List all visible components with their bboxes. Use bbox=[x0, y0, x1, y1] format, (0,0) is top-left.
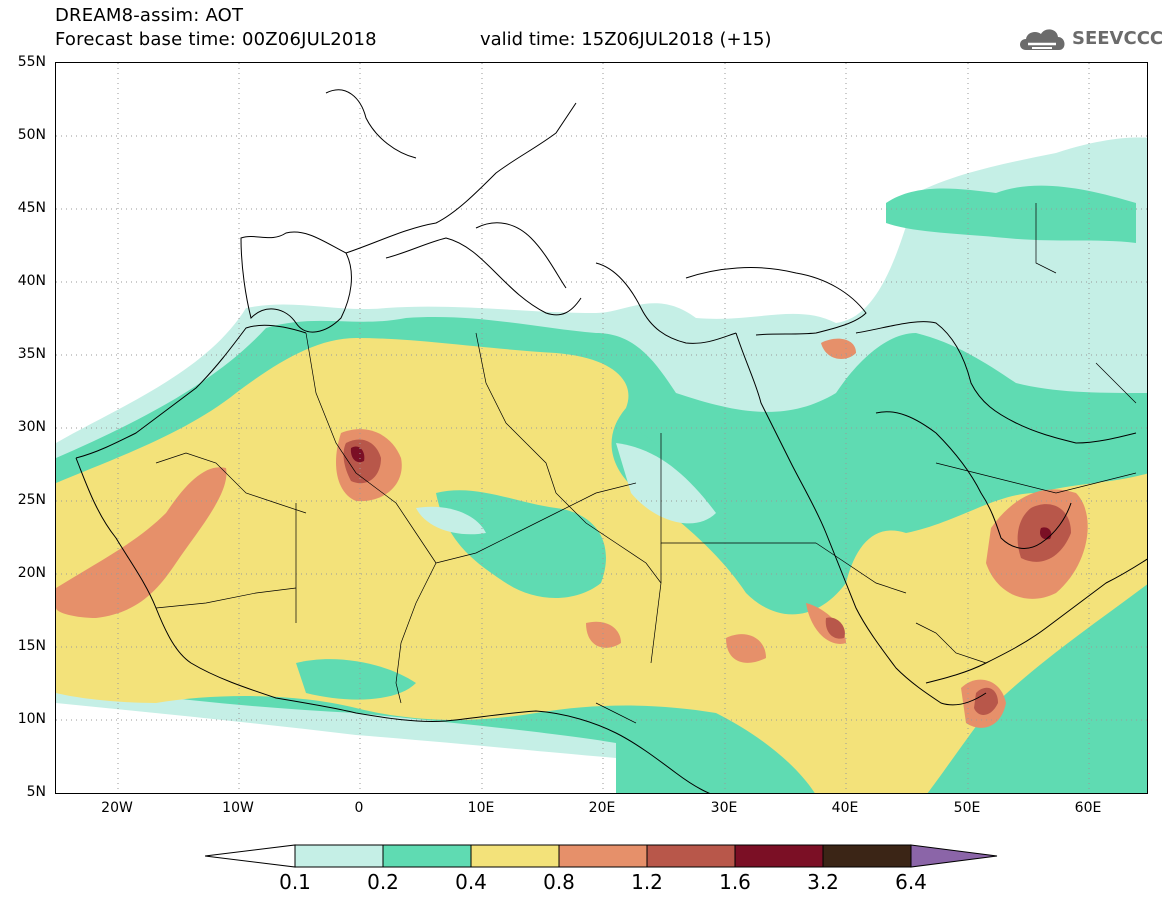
lon-label-30e: 30E bbox=[710, 800, 738, 816]
valid-time: valid time: 15Z06JUL2018 (+15) bbox=[480, 29, 772, 50]
lat-label-55n: 55N bbox=[17, 54, 46, 70]
aot-map-canvas bbox=[56, 63, 1147, 793]
cloud-icon bbox=[1020, 29, 1065, 50]
lon-label-60e: 60E bbox=[1074, 800, 1102, 816]
colorbar-swatch-0.1 bbox=[294, 844, 384, 868]
colorbar-label-1.6: 1.6 bbox=[719, 870, 751, 894]
lon-label-40e: 40E bbox=[831, 800, 859, 816]
lon-label-20w: 20W bbox=[101, 800, 133, 816]
lat-label-15n: 15N bbox=[17, 638, 46, 654]
colorbar-swatch-0.8 bbox=[558, 844, 648, 868]
colorbar-label-0.4: 0.4 bbox=[455, 870, 487, 894]
lon-label-20e: 20E bbox=[588, 800, 616, 816]
lat-label-5n: 5N bbox=[26, 784, 46, 800]
aot-colorbar bbox=[205, 844, 998, 868]
lat-label-50n: 50N bbox=[17, 127, 46, 143]
lon-label-50e: 50E bbox=[953, 800, 981, 816]
lat-label-35n: 35N bbox=[17, 346, 46, 362]
colorbar-label-0.2: 0.2 bbox=[367, 870, 399, 894]
colorbar-swatch-0.2 bbox=[382, 844, 472, 868]
forecast-base-time: Forecast base time: 00Z06JUL2018 bbox=[55, 29, 377, 50]
colorbar-label-0.1: 0.1 bbox=[279, 870, 311, 894]
colorbar-label-0.8: 0.8 bbox=[543, 870, 575, 894]
aot-contour-0.8 bbox=[56, 467, 227, 618]
lat-label-45n: 45N bbox=[17, 200, 46, 216]
colorbar-over-arrow bbox=[910, 844, 998, 868]
lat-label-40n: 40N bbox=[17, 273, 46, 289]
colorbar-swatch-1.2 bbox=[646, 844, 736, 868]
lat-label-10n: 10N bbox=[17, 711, 46, 727]
colorbar-swatch-1.6 bbox=[734, 844, 824, 868]
coastlines bbox=[75, 89, 1147, 793]
colorbar-label-6.4: 6.4 bbox=[895, 870, 927, 894]
lon-label-10e: 10E bbox=[467, 800, 495, 816]
seevccc-logo: SEEVCCC bbox=[1016, 24, 1163, 58]
colorbar-label-3.2: 3.2 bbox=[807, 870, 839, 894]
aot-contour-1.6 bbox=[350, 446, 365, 463]
lon-label-10w: 10W bbox=[222, 800, 254, 816]
map-title: DREAM8-assim: AOT bbox=[55, 5, 244, 26]
lat-label-20n: 20N bbox=[17, 565, 46, 581]
aot-map bbox=[55, 62, 1148, 794]
colorbar-swatch-0.4 bbox=[470, 844, 560, 868]
country-borders bbox=[155, 203, 1137, 724]
colorbar-under-arrow bbox=[205, 844, 296, 868]
lat-label-25n: 25N bbox=[17, 492, 46, 508]
lon-label-0: 0 bbox=[354, 800, 364, 816]
colorbar-label-1.2: 1.2 bbox=[631, 870, 663, 894]
lat-label-30n: 30N bbox=[17, 419, 46, 435]
logo-text: SEEVCCC bbox=[1072, 28, 1164, 49]
colorbar-swatch-3.2 bbox=[822, 844, 912, 868]
